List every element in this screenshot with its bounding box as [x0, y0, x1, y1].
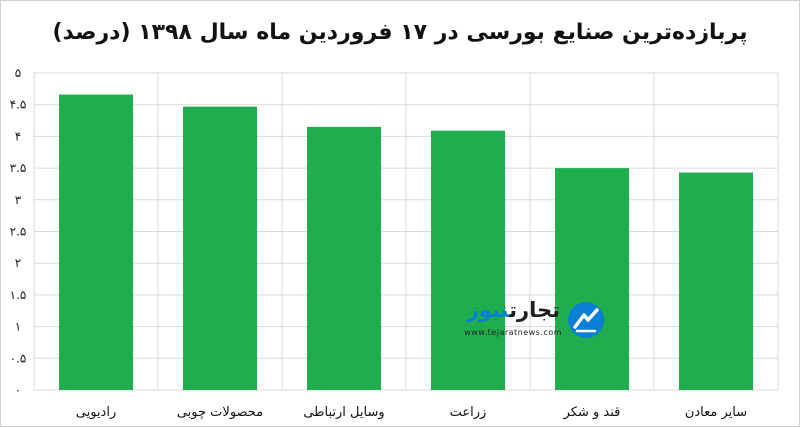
x-tick-label: قند و شکر — [563, 405, 621, 420]
y-axis-ticks: ۰ ۰.۵ ۱ ۱.۵ ۲ ۲.۵ ۳ ۳.۵ ۴ ۴.۵ ۵ — [10, 66, 27, 397]
watermark-logo: تجارتنیوز www.tejaratnews.com — [452, 296, 608, 348]
watermark-url: www.tejaratnews.com — [464, 328, 562, 337]
y-tick-label: ۰ — [15, 383, 21, 397]
bar — [431, 130, 505, 390]
y-tick-label: ۴.۵ — [10, 98, 27, 112]
bar — [59, 94, 133, 390]
y-tick-label: ۱.۵ — [10, 288, 27, 302]
y-tick-label: ۰.۵ — [10, 351, 27, 365]
bars — [59, 94, 753, 391]
bar — [183, 106, 257, 391]
y-tick-label: ۲.۵ — [10, 225, 27, 239]
grid-lines — [33, 72, 779, 391]
y-tick-label: ۴ — [15, 129, 21, 143]
x-tick-label: رادیویی — [76, 405, 116, 420]
y-tick-label: ۵ — [15, 66, 21, 80]
watermark-brand: تجارتنیوز — [467, 298, 560, 322]
y-tick-label: ۱ — [15, 320, 21, 334]
bar — [555, 168, 629, 390]
bar — [679, 172, 753, 390]
x-tick-label: محصولات چوبی — [177, 405, 263, 420]
y-tick-label: ۳.۵ — [10, 161, 27, 175]
tejaratnews-logo-icon — [568, 302, 604, 338]
watermark-brand-part-b: نیوز — [466, 298, 510, 322]
x-tick-label: زراعت — [450, 405, 487, 420]
chart-title: پربازده‌ترین صنایع بورسی در ۱۷ فروردین م… — [52, 20, 748, 45]
watermark-brand-part-a: تجارت — [509, 298, 560, 322]
x-tick-label: سایر معادن — [685, 405, 747, 420]
bar — [307, 126, 381, 390]
x-tick-label: وسایل ارتباطی — [303, 405, 384, 420]
y-tick-label: ۲ — [15, 256, 21, 270]
y-tick-label: ۳ — [15, 193, 22, 207]
x-axis-labels: رادیویی محصولات چوبی وسایل ارتباطی زراعت قند… — [76, 405, 747, 420]
